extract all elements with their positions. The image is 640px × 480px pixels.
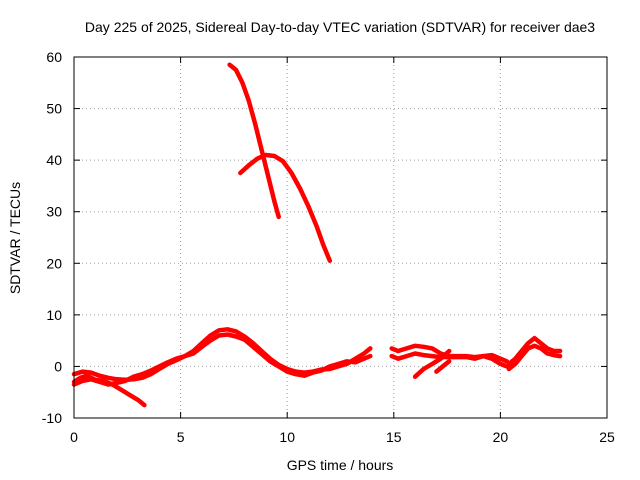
x-tick-label: 20 [493, 429, 509, 445]
data-series [71, 62, 563, 408]
axis-ticks: 0 5 10 15 20 25 -10 0 10 20 30 40 50 60 [42, 49, 615, 445]
y-tick-label: 30 [46, 204, 62, 220]
y-tick-label: 20 [46, 255, 62, 271]
y-tick-label: 40 [46, 152, 62, 168]
series-line-4 [71, 332, 373, 387]
x-axis-label: GPS time / hours [287, 457, 394, 473]
x-tick-label: 0 [70, 429, 78, 445]
x-tick-label: 5 [177, 429, 185, 445]
y-tick-label: 10 [46, 307, 62, 323]
y-tick-label: -10 [42, 410, 62, 426]
series-line-0 [227, 62, 281, 220]
x-tick-label: 25 [599, 429, 615, 445]
series-line-7 [412, 348, 452, 379]
series-line-6 [389, 351, 510, 369]
series-line-9 [506, 335, 563, 367]
series-line-8 [434, 359, 452, 374]
y-axis-label: SDTVAR / TECUs [7, 182, 23, 294]
series-line-1 [238, 152, 333, 263]
chart-title: Day 225 of 2025, Sidereal Day-to-day VTE… [85, 19, 595, 35]
y-tick-label: 50 [46, 101, 62, 117]
y-tick-label: 60 [46, 49, 62, 65]
y-tick-label: 0 [54, 358, 62, 374]
x-tick-label: 10 [279, 429, 295, 445]
plot-frame [73, 56, 608, 419]
x-tick-label: 15 [386, 429, 402, 445]
series-line-10 [506, 343, 563, 372]
